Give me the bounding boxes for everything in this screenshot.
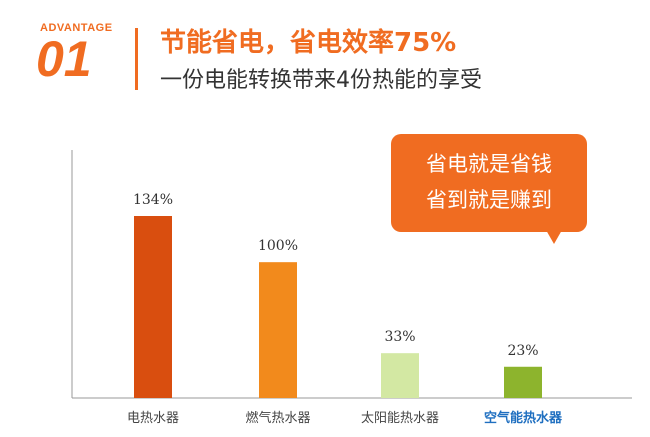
bar-1	[134, 216, 172, 398]
bar-value-label-4: 23%	[507, 343, 538, 359]
callout-line-1: 省电就是省钱	[426, 152, 552, 176]
bar-value-label-2: 100%	[258, 238, 298, 254]
callout-line-2: 省到就是赚到	[426, 188, 552, 212]
category-label-1: 电热水器	[127, 411, 179, 426]
bar-value-label-1: 134%	[133, 192, 173, 208]
page-title: 节能省电，省电效率75%	[160, 28, 457, 58]
category-label-4: 空气能热水器	[484, 410, 563, 426]
category-label-2: 燃气热水器	[245, 410, 310, 426]
bar-4	[504, 366, 542, 398]
callout-tail	[546, 230, 562, 244]
page-subtitle: 一份电能转换带来4份热能的享受	[160, 68, 482, 93]
bar-3	[381, 353, 419, 398]
bar-value-label-3: 33%	[384, 329, 415, 345]
callout-bubble: 省电就是省钱 省到就是赚到	[391, 134, 587, 232]
category-label-3: 太阳能热水器	[361, 411, 439, 426]
advantage-number: 01	[36, 31, 92, 87]
advantage-label: ADVANTAGE	[40, 22, 113, 34]
header-divider	[135, 28, 138, 90]
bar-2	[259, 262, 297, 398]
